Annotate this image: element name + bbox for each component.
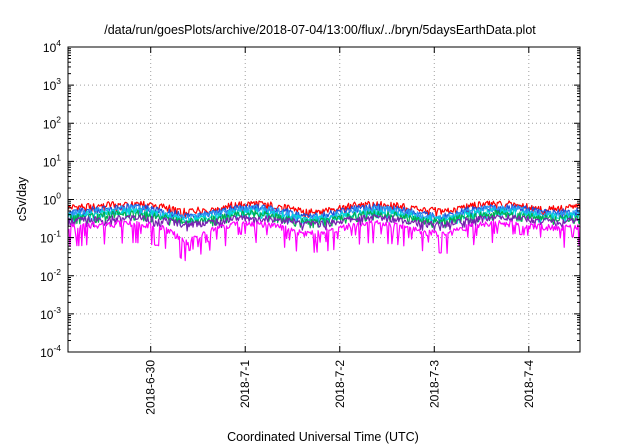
x-tick-label: 2018-7-2 [333, 360, 347, 408]
chart-title: /data/run/goesPlots/archive/2018-07-04/1… [104, 23, 536, 37]
series-line [67, 214, 581, 232]
series-layer [67, 200, 581, 262]
x-tick-label: 2018-6-30 [144, 360, 158, 415]
series-line [67, 209, 581, 229]
y-axis-label: cSv/day [15, 176, 29, 221]
x-tick-label: 2018-7-1 [238, 360, 252, 408]
x-tick-label: 2018-7-4 [522, 360, 536, 408]
x-axis-label: Coordinated Universal Time (UTC) [227, 430, 419, 444]
grid [68, 47, 580, 352]
x-tick-label: 2018-7-3 [427, 360, 441, 408]
x-axis: 2018-6-30 2018-7-1 2018-7-2 2018-7-3 2018-7-… [144, 47, 536, 415]
series-line [67, 220, 581, 262]
